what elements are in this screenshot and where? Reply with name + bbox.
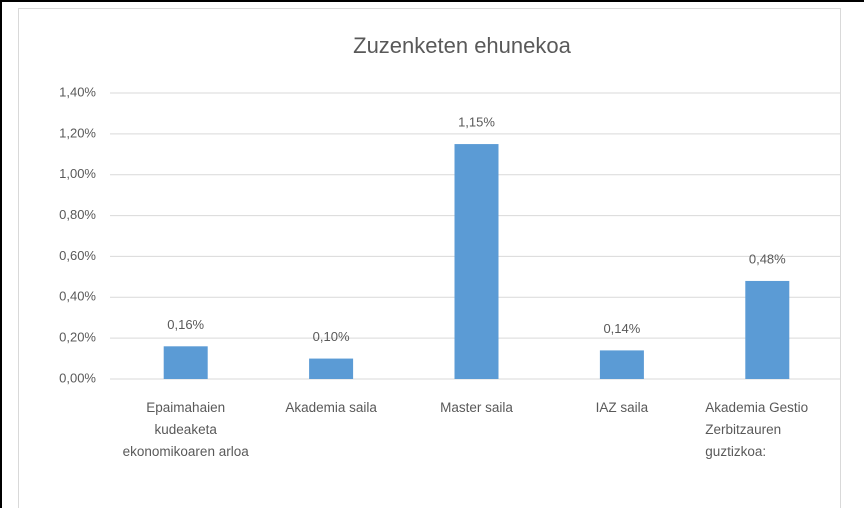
bar [745,280,790,379]
x-tick-label: IAZ saila [595,400,649,415]
value-label: 1,15% [458,115,495,130]
x-tick-label: Master saila [440,400,513,415]
value-label: 0,10% [313,329,350,344]
bar [454,144,499,379]
y-tick-label: 0,80% [59,207,96,222]
value-label: 0,48% [749,251,786,266]
y-tick-label: 1,40% [59,84,96,99]
x-tick-label: Akademia saila [285,400,377,415]
bar [309,358,354,379]
chart-title: Zuzenketen ehunekoa [353,33,571,58]
x-tick-label: Epaimahaien kudeaketa ekonomikoaren arlo… [122,400,249,459]
bar [163,346,208,379]
y-tick-label: 0,20% [59,330,96,345]
value-label: 0,16% [167,317,204,332]
y-tick-label: 1,20% [59,125,96,140]
y-tick-label: 0,60% [59,248,96,263]
y-tick-label: 0,00% [59,370,96,385]
chart-frame [18,8,841,508]
bar [599,350,644,379]
y-tick-label: 1,00% [59,166,96,181]
x-tick-label: Akademia Gestio Zerbitzauren guztizkoa: [705,400,809,459]
y-tick-label: 0,40% [59,289,96,304]
value-label: 0,14% [603,321,640,336]
